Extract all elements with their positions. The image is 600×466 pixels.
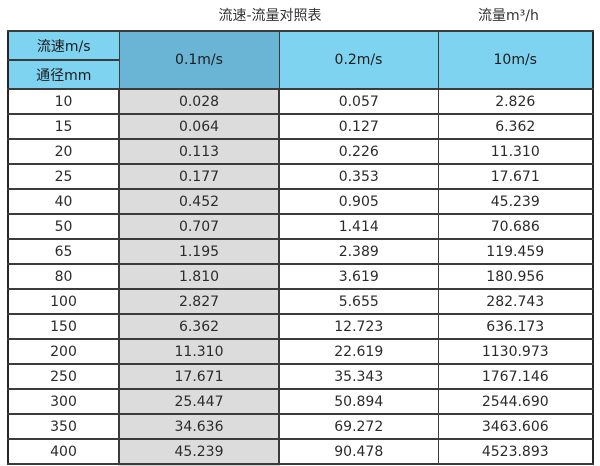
flow-table-wrap: 流速m/s 0.1m/s 0.2m/s 10m/s 通径mm 10 0.028 0.…: [7, 30, 594, 466]
flow-10-cell: 2.826: [437, 88, 594, 115]
flow-10-cell: 45.239: [437, 188, 594, 215]
diameter-cell: 100: [7, 288, 120, 315]
flow-10-cell: 180.956: [437, 263, 594, 290]
flow-01-cell: 45.239: [118, 438, 280, 465]
col-header-10ms: 10m/s: [437, 30, 594, 90]
flow-10-cell: 1767.146: [437, 363, 594, 390]
table-row: 300 25.447 50.894 2544.690: [7, 388, 594, 415]
table-row: 400 45.239 90.478 4523.893: [7, 438, 594, 465]
diameter-cell: 200: [7, 338, 120, 365]
table-row: 150 6.362 12.723 636.173: [7, 313, 594, 340]
flow-10-cell: 11.310: [437, 138, 594, 165]
header-row-diameter: 通径mm: [7, 59, 593, 90]
flow-10-cell: 1130.973: [437, 338, 594, 365]
flow-10-cell: 119.459: [437, 238, 594, 265]
flow-10-cell: 4523.893: [437, 438, 594, 465]
flow-02-cell: 0.905: [278, 188, 439, 215]
flow-02-cell: 69.272: [278, 413, 439, 440]
flow-02-cell: 3.619: [278, 263, 439, 290]
diameter-cell: 20: [7, 138, 120, 165]
flow-10-cell: 6.362: [437, 113, 594, 140]
flow-01-cell: 34.636: [118, 413, 280, 440]
flow-01-cell: 0.707: [118, 213, 280, 240]
flow-01-cell: 11.310: [118, 338, 280, 365]
table-row: 10 0.028 0.057 2.826: [7, 88, 594, 115]
diameter-cell: 15: [7, 113, 120, 140]
flow-01-cell: 0.064: [118, 113, 280, 140]
flow-unit-label: 流量m³/h: [478, 8, 539, 24]
table-row: 250 17.671 35.343 1767.146: [7, 363, 594, 390]
flow-10-cell: 2544.690: [437, 388, 594, 415]
titlebar: 流速-流量对照表 流量m³/h: [0, 0, 600, 30]
flow-10-cell: 636.173: [437, 313, 594, 340]
flow-02-cell: 0.226: [278, 138, 439, 165]
flow-02-cell: 50.894: [278, 388, 439, 415]
flow-01-cell: 6.362: [118, 313, 280, 340]
flow-01-cell: 2.827: [118, 288, 280, 315]
diameter-cell: 65: [7, 238, 120, 265]
flow-01-cell: 0.177: [118, 163, 280, 190]
table-row: 350 34.636 69.272 3463.606: [7, 413, 594, 440]
table-row: 20 0.113 0.226 11.310: [7, 138, 594, 165]
table-row: 65 1.195 2.389 119.459: [7, 238, 594, 265]
corner-velocity-label: 流速m/s: [7, 30, 120, 61]
flow-02-cell: 22.619: [278, 338, 439, 365]
flow-02-cell: 0.127: [278, 113, 439, 140]
table-row: 100 2.827 5.655 282.743: [7, 288, 594, 315]
flow-10-cell: 70.686: [437, 213, 594, 240]
corner-diameter-label: 通径mm: [7, 59, 120, 90]
table-row: 200 11.310 22.619 1130.973: [7, 338, 594, 365]
flow-comparison-table: 流速m/s 0.1m/s 0.2m/s 10m/s 通径mm 10 0.028 0.…: [7, 30, 594, 465]
flow-10-cell: 282.743: [437, 288, 594, 315]
page-title: 流速-流量对照表: [218, 8, 322, 24]
flow-10-cell: 3463.606: [437, 413, 594, 440]
diameter-cell: 25: [7, 163, 120, 190]
diameter-cell: 350: [7, 413, 120, 440]
flow-02-cell: 0.057: [278, 88, 439, 115]
flow-10-cell: 17.671: [437, 163, 594, 190]
flow-02-cell: 35.343: [278, 363, 439, 390]
diameter-cell: 40: [7, 188, 120, 215]
diameter-cell: 300: [7, 388, 120, 415]
flow-02-cell: 5.655: [278, 288, 439, 315]
table-row: 80 1.810 3.619 180.956: [7, 263, 594, 290]
flow-01-cell: 1.810: [118, 263, 280, 290]
flow-01-cell: 25.447: [118, 388, 280, 415]
table-body: 10 0.028 0.057 2.826 15 0.064 0.127 6.362 20 0.11…: [7, 88, 594, 465]
header-row-velocity: 流速m/s 0.1m/s 0.2m/s 10m/s: [7, 30, 594, 90]
diameter-cell: 250: [7, 363, 120, 390]
flow-01-cell: 1.195: [118, 238, 280, 265]
col-header-0-1ms: 0.1m/s: [118, 30, 280, 90]
diameter-cell: 10: [7, 88, 120, 115]
diameter-cell: 150: [7, 313, 120, 340]
table-row: 40 0.452 0.905 45.239: [7, 188, 594, 215]
flow-02-cell: 12.723: [278, 313, 439, 340]
flow-02-cell: 90.478: [278, 438, 439, 465]
table-row: 15 0.064 0.127 6.362: [7, 113, 594, 140]
flow-01-cell: 0.028: [118, 88, 280, 115]
diameter-cell: 80: [7, 263, 120, 290]
table-row: 25 0.177 0.353 17.671: [7, 163, 594, 190]
flow-01-cell: 0.113: [118, 138, 280, 165]
table-row: 50 0.707 1.414 70.686: [7, 213, 594, 240]
diameter-cell: 400: [7, 438, 120, 465]
col-header-0-2ms: 0.2m/s: [278, 30, 439, 90]
flow-02-cell: 1.414: [278, 213, 439, 240]
diameter-cell: 50: [7, 213, 120, 240]
flow-02-cell: 2.389: [278, 238, 439, 265]
flow-01-cell: 17.671: [118, 363, 280, 390]
flow-01-cell: 0.452: [118, 188, 280, 215]
flow-02-cell: 0.353: [278, 163, 439, 190]
table-header: 流速m/s 0.1m/s 0.2m/s 10m/s 通径mm: [7, 30, 594, 90]
